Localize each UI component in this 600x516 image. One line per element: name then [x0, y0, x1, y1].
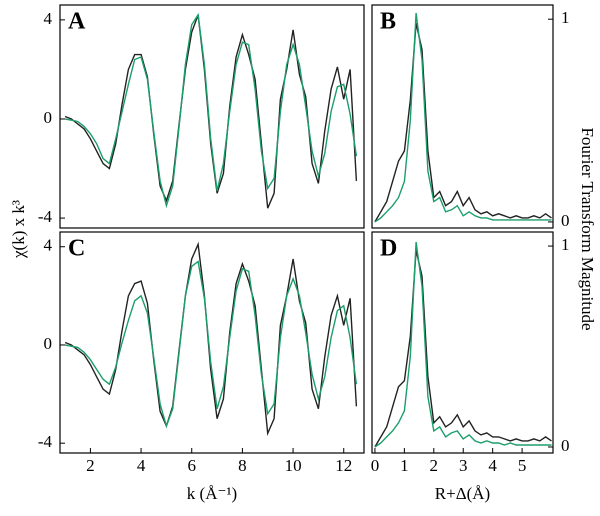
y-tick-label: 1: [561, 235, 570, 254]
x-tick-label: 1: [400, 456, 409, 475]
panel-label: C: [68, 236, 85, 262]
x-tick-label: 4: [488, 456, 497, 475]
y-tick-label: 0: [561, 436, 570, 455]
line-series: [374, 13, 552, 223]
panel-label: A: [68, 9, 86, 35]
x-tick-label: 3: [459, 456, 468, 475]
y-axis-label: χ(k) x k³: [9, 200, 28, 259]
x-tick-label: 2: [86, 456, 95, 475]
y-tick-label: 4: [44, 236, 53, 255]
x-tick-label: 5: [518, 456, 527, 475]
plot-frame: [371, 231, 554, 454]
y-tick-label: 4: [44, 9, 53, 28]
y-tick-label: -4: [38, 207, 53, 226]
line-series: [374, 241, 552, 448]
x-tick-label: 0: [371, 456, 380, 475]
line-series: [64, 241, 358, 437]
plot-frame: [59, 4, 365, 229]
x-axis-label: k (Å⁻¹): [187, 484, 237, 503]
line-series: [64, 14, 358, 209]
y-tick-label: -4: [38, 432, 53, 451]
y-tick-label: 1: [561, 8, 570, 27]
y-tick-label: 0: [561, 211, 570, 230]
x-tick-label: 10: [285, 456, 302, 475]
line-series: [374, 249, 552, 448]
plot-frame: [371, 4, 554, 229]
x-tick-label: 4: [137, 456, 146, 475]
x-tick-label: 2: [430, 456, 439, 475]
y-tick-label: 0: [44, 108, 53, 127]
y-axis-label: Fourier Transform Magnitude: [578, 127, 597, 330]
panel-label: D: [380, 236, 397, 262]
panel-label: B: [380, 9, 396, 35]
x-tick-label: 8: [238, 456, 247, 475]
y-tick-label: 0: [44, 334, 53, 353]
x-tick-label: 6: [187, 456, 196, 475]
line-series: [64, 12, 358, 209]
plot-frame: [59, 231, 365, 454]
x-tick-label: 12: [335, 456, 352, 475]
x-axis-label: R+Δ(Å): [435, 484, 490, 503]
line-series: [374, 23, 552, 223]
line-series: [64, 260, 358, 429]
